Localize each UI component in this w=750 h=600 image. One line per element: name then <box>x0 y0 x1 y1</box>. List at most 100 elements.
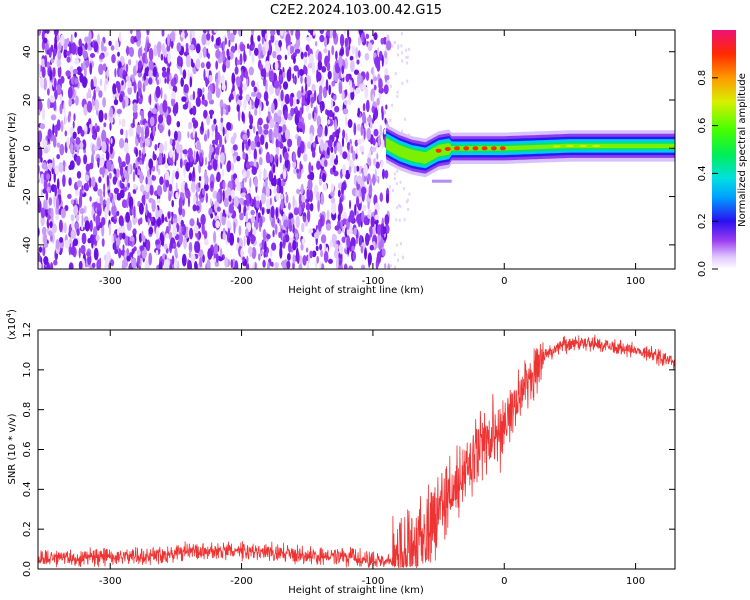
spectrogram-noise-cell <box>249 177 252 188</box>
x-tick-label: -300 <box>99 576 122 587</box>
spectrogram-noise-cell <box>268 39 272 52</box>
spectrogram-noise-cell <box>161 66 167 72</box>
spectrogram-noise-cell <box>357 107 361 117</box>
spectrogram-noise-cell <box>215 253 219 263</box>
spectrogram-noise-cell <box>118 156 121 164</box>
spectrogram-noise-cell <box>46 173 51 180</box>
spectrogram-noise-cell <box>245 169 250 179</box>
spectrogram-noise-cell <box>45 198 48 210</box>
spectrogram-noise-cell <box>331 201 337 215</box>
spectrogram-noise-cell <box>342 129 346 139</box>
spectrogram-noise-cell <box>251 80 256 88</box>
spectrogram-noise-cell <box>300 243 304 251</box>
spectrogram-noise-cell <box>398 204 400 208</box>
spectrogram-noise-cell <box>302 201 306 209</box>
spectrogram-noise-cell <box>208 151 212 162</box>
spectrogram-noise-cell <box>138 87 142 97</box>
spectrogram-noise-cell <box>282 134 285 143</box>
spectrogram-noise-cell <box>208 87 211 98</box>
spectrogram-noise-cell <box>76 155 81 166</box>
spectrogram-noise-cell <box>219 99 224 110</box>
spectrogram-noise-cell <box>354 69 359 75</box>
spectrogram-noise-cell <box>336 142 341 152</box>
spectrogram-noise-cell <box>72 68 78 75</box>
spectrogram-noise-cell <box>75 95 79 106</box>
spectrogram-noise-cell <box>91 176 96 188</box>
spectrogram-noise-cell <box>125 211 130 223</box>
spectrogram-noise-cell <box>382 168 385 180</box>
spectrogram-noise-cell <box>335 258 339 269</box>
spectrogram-noise-cell <box>292 55 296 64</box>
spectrogram-noise-cell <box>79 208 85 215</box>
spectrogram-noise-cell <box>399 180 402 184</box>
spectrogram-noise-cell <box>377 134 381 147</box>
spectrogram-noise-cell <box>300 51 304 60</box>
spectrogram-noise-cell <box>249 99 252 111</box>
spectrogram-noise-cell <box>296 251 300 264</box>
spectrogram-noise-cell <box>260 134 265 145</box>
spectrogram-noise-cell <box>296 188 300 194</box>
spectrogram-noise-cell <box>346 152 351 162</box>
spectrogram-noise-cell <box>175 182 178 191</box>
spectrogram-noise-cell <box>277 109 283 117</box>
spectrogram-noise-cell <box>236 155 241 162</box>
spectrogram-noise-cell <box>72 120 75 129</box>
spectrogram-noise-cell <box>271 102 275 114</box>
spectrogram-noise-cell <box>74 77 79 85</box>
spectrogram-noise-cell <box>325 79 329 92</box>
spectrogram-noise-cell <box>181 96 187 102</box>
spectrogram-noise-cell <box>235 76 241 84</box>
spectrogram-noise-cell <box>251 91 257 97</box>
spectrogram-noise-cell <box>297 146 301 158</box>
spectrogram-noise-cell <box>81 185 84 191</box>
spectrogram-noise-cell <box>138 97 143 105</box>
spectrogram-noise-cell <box>41 108 46 121</box>
spectrogram-noise-cell <box>81 214 84 226</box>
spectrogram-noise-cell <box>400 32 403 36</box>
spectrogram-noise-cell <box>211 123 216 132</box>
spectrogram-noise-cell <box>56 178 60 191</box>
spectrogram-noise-cell <box>44 54 48 68</box>
spectrogram-noise-cell <box>162 99 168 113</box>
spectrogram-noise-cell <box>345 73 350 83</box>
spectrogram-track-peak <box>552 145 561 148</box>
spectrogram-noise-cell <box>136 124 142 135</box>
spectrogram-noise-cell <box>367 42 373 52</box>
spectrogram-noise-cell <box>191 62 195 68</box>
spectrogram-noise-cell <box>215 87 221 99</box>
spectrogram-noise-cell <box>232 90 236 97</box>
spectrogram-noise-cell <box>176 130 182 142</box>
spectrogram-noise-cell <box>158 114 164 124</box>
spectrogram-noise-cell <box>151 174 155 181</box>
spectrogram-noise-cell <box>406 55 409 59</box>
spectrogram-noise-cell <box>257 35 261 42</box>
spectrogram-noise-cell <box>168 129 171 137</box>
spectrogram-noise-cell <box>105 77 109 85</box>
spectrogram-noise-cell <box>341 236 347 243</box>
spectrogram-noise-cell <box>368 149 372 160</box>
spectrogram-noise-cell <box>64 205 69 212</box>
spectrogram-noise-cell <box>228 203 234 214</box>
spectrogram-noise-cell <box>395 182 398 186</box>
spectrogram-noise-cell <box>213 243 219 255</box>
spectrogram-noise-cell <box>362 103 366 112</box>
spectrogram-noise-cell <box>223 197 229 208</box>
spectrogram-noise-cell <box>83 154 88 165</box>
spectrogram-noise-cell <box>322 86 328 99</box>
spectrogram-track-peak <box>592 144 601 148</box>
spectrogram-noise-cell <box>101 238 105 247</box>
spectrogram-noise-cell <box>387 263 390 269</box>
spectrogram-noise-cell <box>316 255 320 264</box>
spectrogram-noise-cell <box>117 228 120 236</box>
spectrogram-noise-cell <box>212 158 218 171</box>
spectrogram-noise-cell <box>161 213 165 224</box>
spectrogram-noise-cell <box>323 48 328 54</box>
spectrogram-noise-cell <box>257 117 263 126</box>
spectrogram-noise-cell <box>73 204 79 216</box>
spectrogram-noise-cell <box>38 246 43 253</box>
spectrogram-noise-cell <box>47 214 51 220</box>
spectrogram-noise-cell <box>86 251 91 257</box>
spectrogram-noise-cell <box>407 208 410 211</box>
spectrogram-noise-cell <box>172 242 177 248</box>
spectrogram-noise-cell <box>269 153 273 163</box>
